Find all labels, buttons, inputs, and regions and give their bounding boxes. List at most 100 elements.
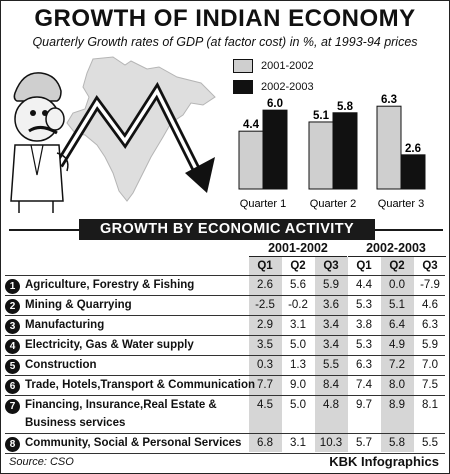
row-number-badge: 8 [5,437,20,452]
table-cell: 3.5 [257,339,273,351]
period-header-2001-2002: 2001-2002 [268,241,328,255]
row-label: Trade, Hotels,Transport & Communication [25,379,256,391]
row-divider [5,395,445,396]
table-cell: 2.6 [257,279,273,291]
table-cell: 3.4 [323,319,339,331]
row-divider [5,433,445,434]
category-label: Quarter 2 [310,198,356,210]
table-cell: 10.3 [319,437,343,449]
table-cell: 8.0 [389,379,405,391]
row-divider [5,295,445,296]
table-row: 8 Community, Social & Personal Services 6.… [1,434,449,454]
bar-2001-2002-q2 [308,121,334,190]
bar-chart: 4.4 6.0 Quarter 1 5.1 5.8 Quarter 2 6.3 2.6 Quar… [238,94,426,210]
table-cell: 5.7 [356,437,372,449]
table-cell: 5.9 [422,339,438,351]
table-cell: 8.4 [323,379,339,391]
legend-swatch [233,59,253,73]
row-number-badge: 7 [5,399,20,414]
banner-rule-left [9,229,79,231]
table-cell: 5.0 [290,399,306,411]
page-title: GROWTH OF INDIAN ECONOMY [34,5,416,32]
bar-value-label: 5.1 [313,110,330,122]
table-cell: 4.9 [389,339,405,351]
table-cell: 7.4 [356,379,372,391]
table-cell: 5.5 [323,359,339,371]
table-cell: 4.8 [323,399,339,411]
row-label-continued: Business services [25,417,126,429]
table-cell: 7.5 [422,379,438,391]
row-number-badge: 6 [5,379,20,394]
table-cell: 3.4 [323,339,339,351]
column-shade [249,257,282,452]
column-shade [315,257,348,452]
row-label: Mining & Quarrying [25,299,132,311]
period-header-2002-2003: 2002-2003 [366,241,426,255]
table-cell: 3.6 [323,299,339,311]
table-cell: 9.7 [356,399,372,411]
table-cell: 5.6 [290,279,306,291]
legend-swatch [233,80,253,94]
zigzag-arrow-icon [55,81,215,193]
bar-2001-2002-q3 [376,105,402,190]
table-cell: 8.9 [389,399,405,411]
table-cell: 5.3 [356,339,372,351]
table-cell: 1.3 [290,359,306,371]
table-cell: 9.0 [290,379,306,391]
table-row: 7 Financing, Insurance,Real Estate & Busin… [1,396,449,434]
table-cell: 2.9 [257,319,273,331]
row-divider [5,375,445,376]
source-note: Source: CSO [9,456,74,468]
bar-value-label: 5.8 [337,101,354,113]
table-row: 1 Agriculture, Forestry & Fishing 2.6 5.6 5.… [1,276,449,296]
row-divider [5,275,445,276]
quarter-header: Q1 [356,260,372,272]
row-label: Construction [25,359,97,371]
bar-2002-2003-q2 [332,112,358,190]
table-cell: 7.0 [422,359,438,371]
quarter-header: Q2 [389,260,405,272]
row-number-badge: 3 [5,319,20,334]
row-divider [5,355,445,356]
legend-item-2002-2003: 2002-2003 [233,78,314,96]
table-row: 5 Construction 0.3 1.3 5.5 6.3 7.2 7.0 [1,356,449,376]
table-cell: 5.5 [422,437,438,449]
row-label: Community, Social & Personal Services [25,437,242,449]
row-label: Agriculture, Forestry & Fishing [25,279,195,291]
table-cell: 7.7 [257,379,273,391]
table-cell: 3.1 [290,319,306,331]
table-row: 6 Trade, Hotels,Transport & Communication… [1,376,449,396]
table-cell: 0.3 [257,359,273,371]
row-number-badge: 2 [5,299,20,314]
table-cell: 8.1 [422,399,438,411]
category-label: Quarter 1 [240,198,286,210]
bar-2002-2003-q3 [400,154,426,190]
table-row: 3 Manufacturing 2.9 3.1 3.4 3.8 6.4 6.3 [1,316,449,336]
row-label: Electricity, Gas & Water supply [25,339,194,351]
table-cell: 0.0 [389,279,405,291]
legend-label: 2001-2002 [261,60,314,72]
column-shade [381,257,414,452]
quarter-header: Q1 [257,260,273,272]
category-label: Quarter 3 [378,198,424,210]
bar-value-label: 6.3 [381,94,397,106]
cartoon-man-icon [10,72,69,213]
row-number-badge: 1 [5,279,20,294]
table-cell: 6.8 [257,437,273,449]
row-label: Financing, Insurance,Real Estate & [25,399,217,411]
row-divider [5,453,445,454]
row-divider [5,315,445,316]
banner-rule-right [375,229,443,231]
bar-value-label: 2.6 [405,143,421,155]
bar-2002-2003-q1 [262,109,288,190]
page-subtitle: Quarterly Growth rates of GDP (at factor… [32,35,418,49]
table-cell: 4.5 [257,399,273,411]
row-label: Manufacturing [25,319,105,331]
table-row: 4 Electricity, Gas & Water supply 3.5 5.0 3.… [1,336,449,356]
quarter-header: Q3 [422,260,438,272]
table-cell: 5.3 [356,299,372,311]
table-cell: 6.3 [356,359,372,371]
illustration [10,56,216,213]
row-divider [5,335,445,336]
